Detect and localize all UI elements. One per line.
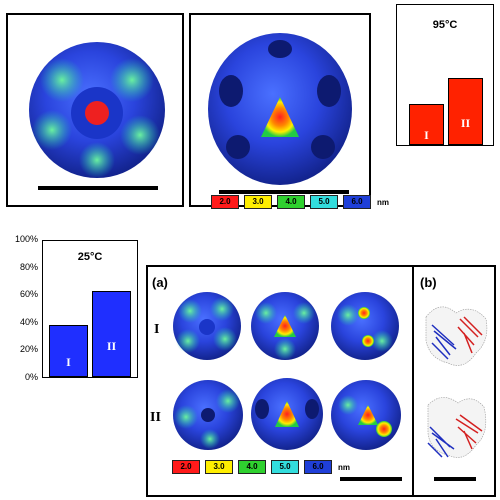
y-tick-label: 40% [19, 316, 38, 327]
chart-title: 95°C [432, 19, 458, 31]
bar-I: I [49, 325, 88, 377]
legend-unit: nm [377, 197, 389, 207]
bar-category-label: I [66, 354, 71, 369]
scale-bar [38, 186, 158, 190]
row-label-II: II [150, 410, 161, 425]
capsid-map-image [173, 380, 243, 450]
protein-ribbon-model [427, 397, 487, 458]
capsid-map-image [331, 380, 401, 450]
protein-ribbon-model [425, 306, 488, 366]
figure-panel-b: (b) [412, 265, 496, 497]
legend-swatch: 5.0 [271, 460, 299, 474]
scale-bar [434, 477, 476, 481]
legend-swatch: 4.0 [277, 195, 305, 209]
bar-category-label: I [424, 127, 429, 142]
scale-bar [340, 477, 402, 481]
capsid-map-image [29, 42, 165, 178]
y-tick-label: 80% [19, 261, 38, 272]
capsid-map-image [173, 292, 241, 360]
panel-label-b: (b) [420, 275, 437, 290]
y-tick-label: 0% [24, 372, 38, 382]
figure-panel-a: (a) I II [146, 265, 414, 497]
legend-swatch: 6.0 [343, 195, 371, 209]
capsid-map-image [208, 33, 352, 185]
color-legend-bottom: 2.0 3.0 4.0 5.0 6.0 nm [172, 460, 350, 474]
capsid-panel-left [6, 13, 184, 207]
chart-title: 25°C [77, 251, 103, 263]
capsid-map-image [251, 378, 323, 450]
legend-swatch: 2.0 [211, 195, 239, 209]
y-tick-label: 20% [19, 344, 38, 355]
bar-I: I [409, 103, 444, 145]
capsid-panel-right: 2.0 3.0 4.0 5.0 6.0 nm [189, 13, 389, 209]
legend-swatch: 5.0 [310, 195, 338, 209]
bar-chart-95c: 95°C I II [396, 4, 494, 146]
y-tick-label: 100% [14, 234, 38, 244]
legend-swatch: 4.0 [238, 460, 266, 474]
bar-category-label: II [460, 115, 471, 130]
capsid-map-image [331, 292, 399, 360]
bar-chart-25c: 0% 20% 40% 60% 80% 100% 25°C I II [4, 232, 144, 382]
legend-unit: nm [338, 462, 350, 472]
legend-swatch: 6.0 [304, 460, 332, 474]
bar-II: II [448, 78, 483, 145]
legend-swatch: 2.0 [172, 460, 200, 474]
legend-swatch: 3.0 [205, 460, 233, 474]
bar-category-label: II [106, 339, 117, 354]
y-tick-label: 60% [19, 289, 38, 300]
scale-bar [219, 190, 349, 194]
bar-II: II [92, 291, 131, 377]
capsid-map-image [251, 292, 319, 360]
legend-swatch: 3.0 [244, 195, 272, 209]
panel-label-a: (a) [152, 275, 168, 290]
row-label-I: I [154, 322, 160, 337]
color-legend-top: 2.0 3.0 4.0 5.0 6.0 nm [211, 195, 389, 209]
